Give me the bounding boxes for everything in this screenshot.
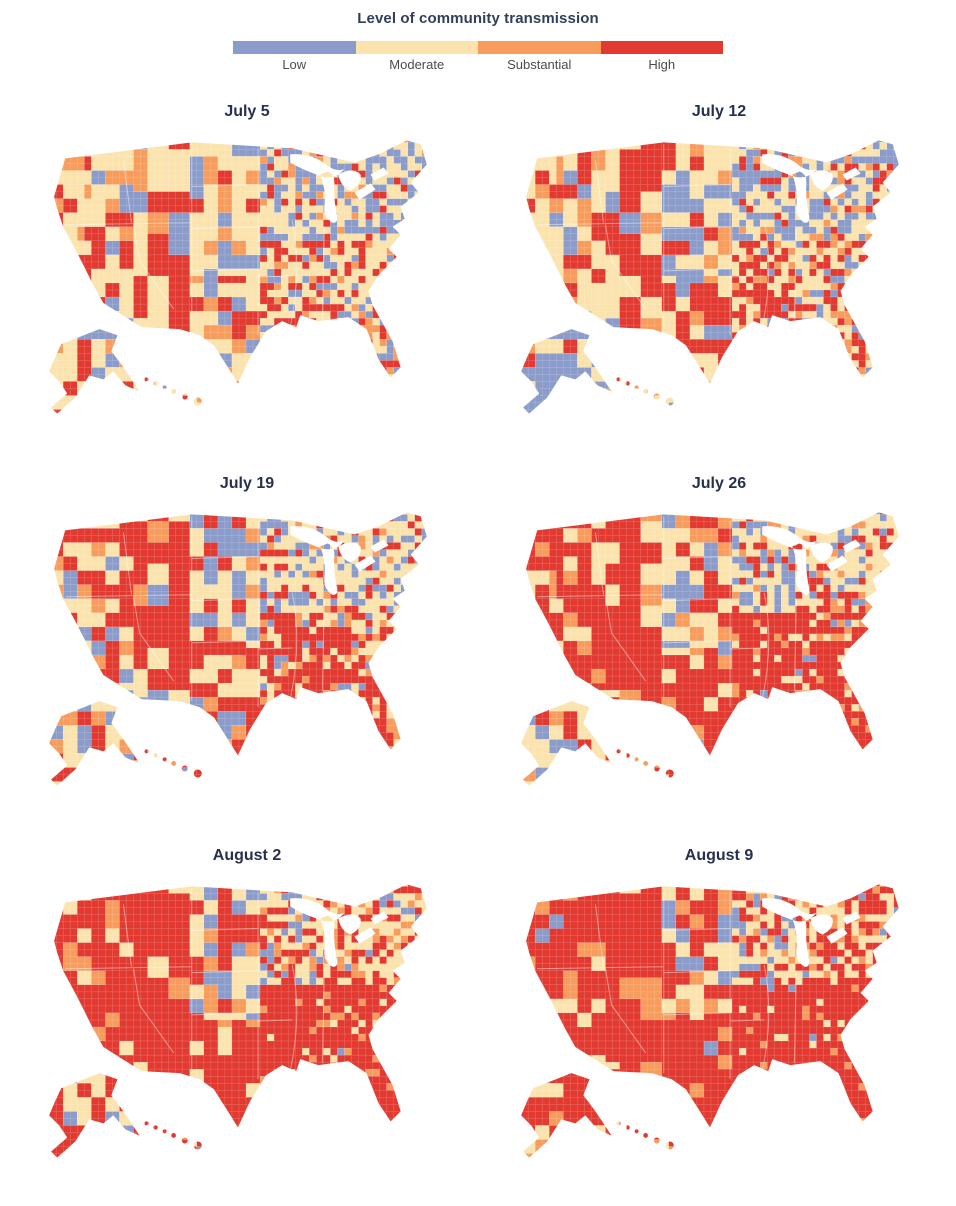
county-mosaic: [49, 884, 427, 1158]
map-panel-july-12: July 12: [488, 102, 950, 450]
state-borders: [537, 888, 797, 1080]
map-title: August 2: [212, 847, 282, 864]
great-lakes: [762, 526, 861, 595]
us-map-july-12: [521, 140, 899, 414]
state-borders: [65, 516, 325, 708]
legend-title: Level of community transmission: [357, 10, 599, 27]
county-mosaic: [49, 140, 427, 414]
map-title: July 26: [691, 475, 747, 492]
legend-swatch-moderate: [355, 41, 478, 54]
maps-grid: July 5 July 12 July 19 July 26 August 2 Augus…: [16, 102, 956, 1194]
legend-color-bar: [233, 41, 723, 54]
legend-labels: Low Moderate Substantial High: [233, 57, 723, 72]
county-mosaic: [521, 140, 899, 414]
legend-label-high: High: [648, 57, 676, 72]
map-panel-july-5: July 5: [16, 102, 478, 450]
map-title: August 9: [684, 847, 754, 864]
great-lakes: [762, 154, 861, 223]
map-panel-august-2: August 2: [16, 846, 478, 1194]
us-map-august-9: [521, 884, 899, 1158]
legend-label-substantial: Substantial: [507, 57, 572, 72]
map-title: July 5: [224, 103, 270, 120]
great-lakes: [290, 898, 389, 967]
legend-swatch-low: [233, 41, 356, 54]
great-lakes: [290, 154, 389, 223]
great-lakes: [762, 898, 861, 967]
map-panel-july-19: July 19: [16, 474, 478, 822]
county-mosaic: [49, 512, 427, 786]
great-lakes: [290, 526, 389, 595]
map-panel-august-9: August 9: [488, 846, 950, 1194]
legend-swatch-substantial: [478, 41, 601, 54]
legend-label-moderate: Moderate: [389, 57, 445, 72]
state-borders: [537, 144, 797, 336]
state-borders: [537, 516, 797, 708]
state-borders: [65, 888, 325, 1080]
us-map-july-19: [49, 512, 427, 786]
county-mosaic: [521, 512, 899, 786]
transmission-legend: Level of community transmission Low Moder…: [0, 0, 956, 72]
map-title: July 12: [691, 103, 747, 120]
state-borders: [65, 144, 325, 336]
map-panel-july-26: July 26: [488, 474, 950, 822]
us-map-august-2: [49, 884, 427, 1158]
us-map-july-26: [521, 512, 899, 786]
legend-label-low: Low: [282, 57, 307, 72]
map-title: July 19: [219, 475, 275, 492]
us-map-july-5: [49, 140, 427, 414]
legend-swatch-high: [600, 41, 723, 54]
county-mosaic: [521, 884, 899, 1158]
